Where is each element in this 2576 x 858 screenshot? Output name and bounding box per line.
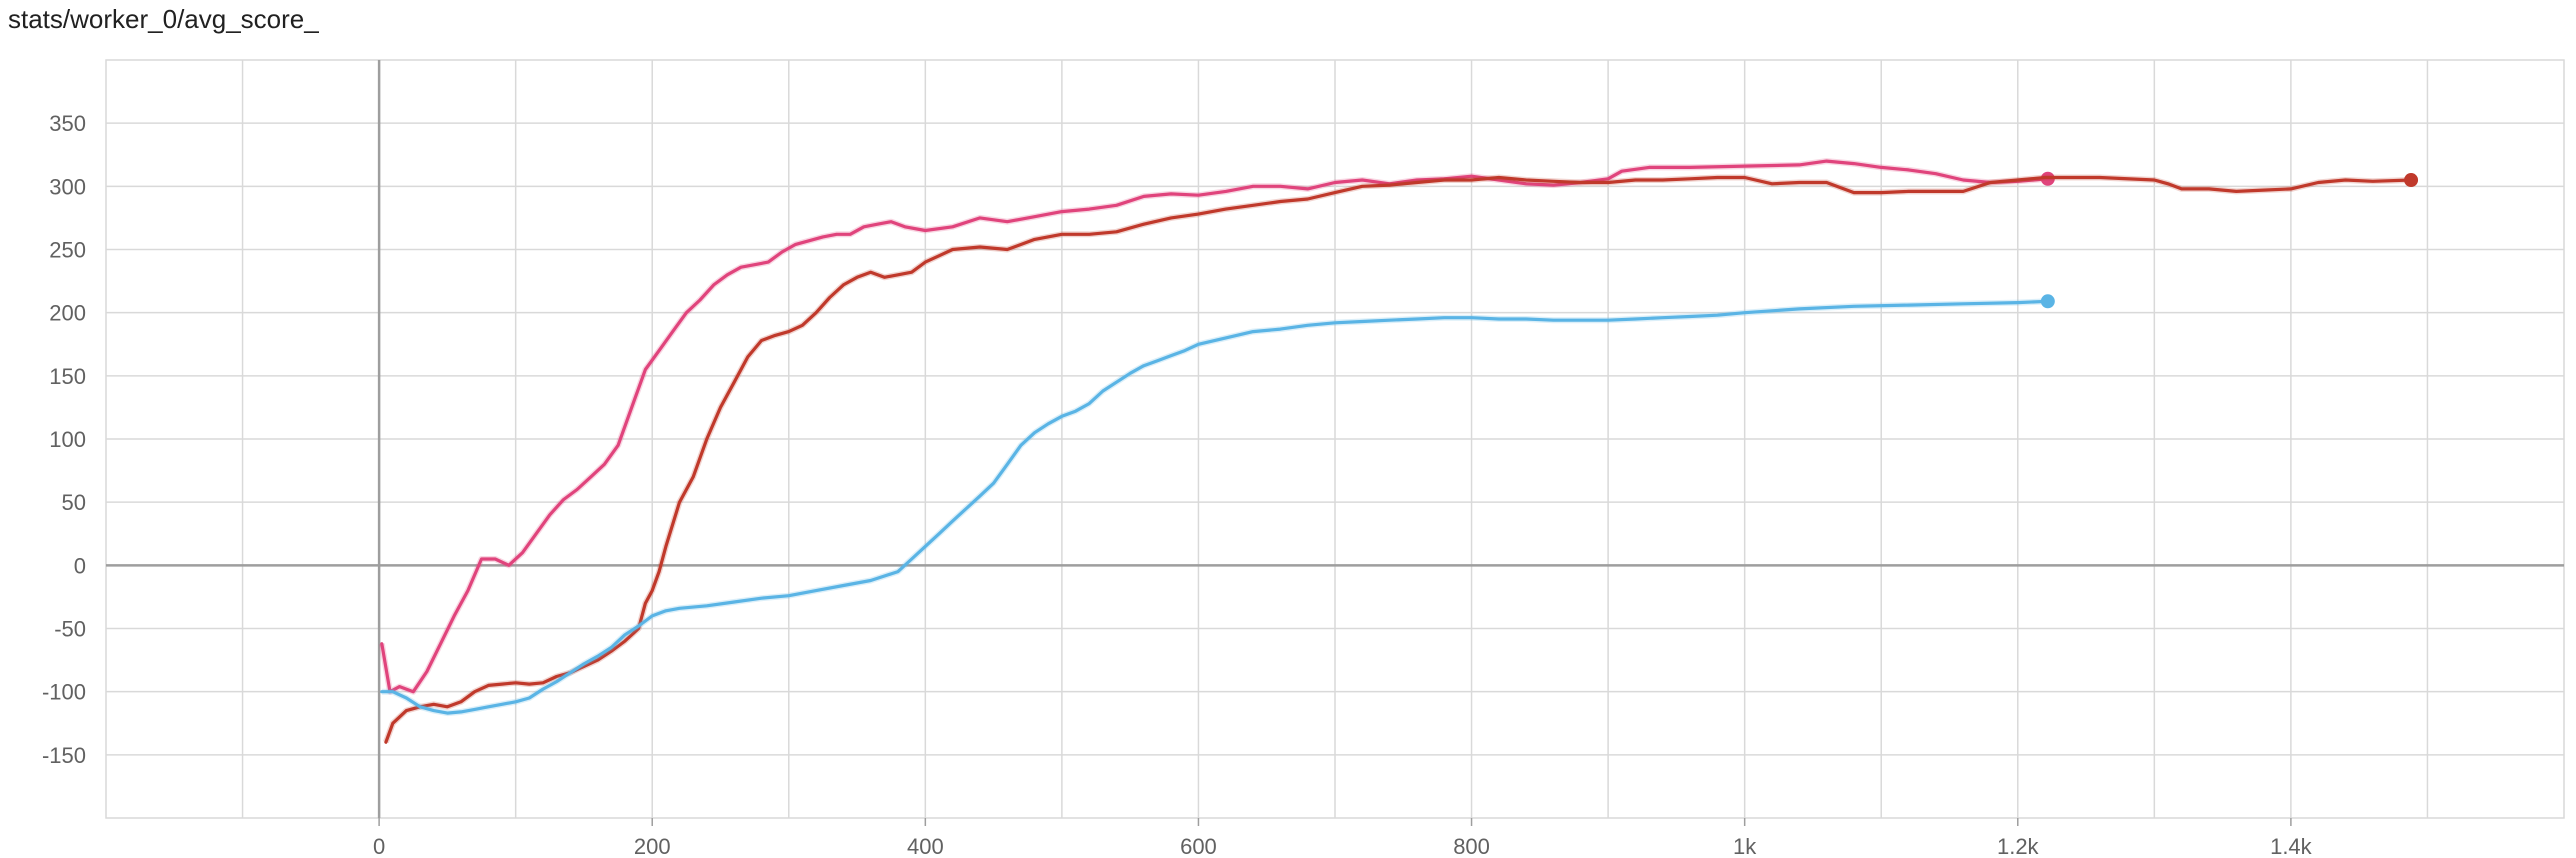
axes: [106, 60, 2564, 826]
x-tick-label: 400: [907, 834, 944, 858]
y-tick-label: 50: [62, 490, 86, 515]
y-tick-label: 0: [74, 553, 86, 578]
y-tick-label: 300: [49, 174, 86, 199]
y-tick-label: 100: [49, 427, 86, 452]
x-tick-labels: 0 200 400 600 800 1k 1.2k 1.4k: [373, 834, 2313, 858]
chart-title: stats/worker_0/avg_score_: [8, 4, 319, 34]
series-raw-line: [383, 174, 2412, 744]
x-tick-label: 1k: [1733, 834, 1757, 858]
y-tick-label: -50: [54, 617, 86, 642]
y-tick-label: -150: [42, 743, 86, 768]
series-raw-line: [381, 298, 2048, 717]
x-tick-label: 200: [634, 834, 671, 858]
x-tick-label: 0: [373, 834, 385, 858]
series-3: [380, 294, 2055, 717]
x-tick-label: 800: [1453, 834, 1490, 858]
series-raw-line: [378, 158, 2049, 695]
series-end-marker: [2040, 294, 2055, 309]
series-1: [378, 158, 2055, 695]
y-tick-label: 250: [49, 238, 86, 263]
y-tick-labels: 350 300 250 200 150 100 50 0 -50 -100 -150: [42, 111, 86, 768]
y-tick-label: 200: [49, 301, 86, 326]
series-2: [383, 173, 2419, 744]
grid-lines: [105, 59, 2565, 819]
series-line: [380, 299, 2050, 715]
y-tick-label: 350: [49, 111, 86, 136]
y-tick-label: 150: [49, 364, 86, 389]
series-lines: [378, 158, 2419, 744]
x-tick-label: 1.2k: [1997, 834, 2040, 858]
series-line: [380, 159, 2050, 694]
x-tick-label: 600: [1180, 834, 1217, 858]
series-end-marker: [2404, 173, 2419, 188]
y-tick-label: -100: [42, 680, 86, 705]
x-tick-label: 1.4k: [2270, 834, 2313, 858]
series-line: [384, 175, 2413, 744]
